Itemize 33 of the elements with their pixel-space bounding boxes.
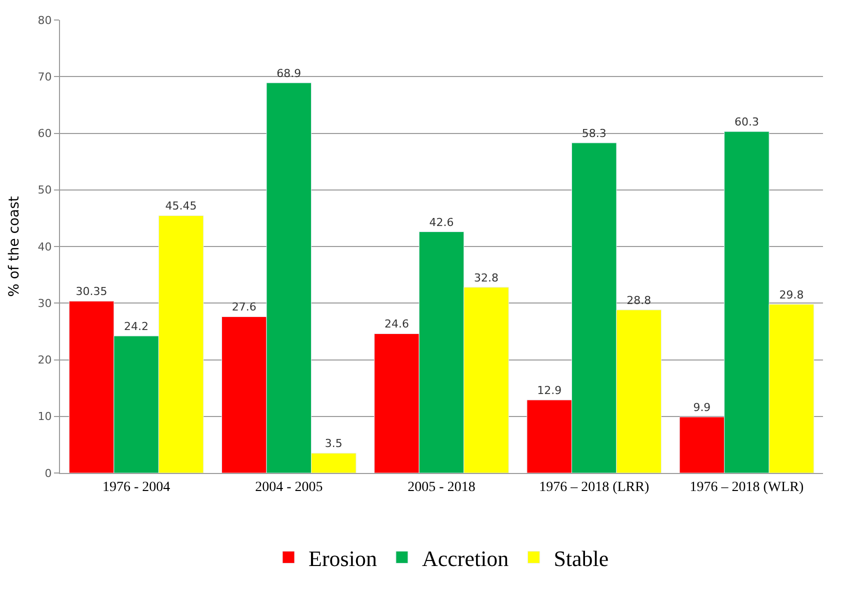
data-label: 30.35 [76, 285, 108, 298]
data-label: 27.6 [232, 300, 256, 314]
data-label: 12.9 [537, 384, 562, 397]
data-label: 24.2 [124, 320, 149, 333]
data-label: 58.3 [582, 126, 606, 140]
y-tick-label: 50 [38, 184, 52, 197]
x-tick-label: 2004 - 2005 [255, 480, 323, 495]
x-tick-label: 1976 – 2018 (LRR) [539, 480, 650, 495]
y-tick-label: 60 [38, 127, 52, 140]
data-label: 45.45 [165, 200, 197, 213]
legend-label: Erosion [308, 546, 377, 571]
legend-label: Accretion [422, 546, 509, 571]
y-tick-label: 10 [38, 410, 52, 424]
data-label: 3.5 [324, 437, 342, 450]
x-tick-label: 2005 - 2018 [408, 480, 476, 495]
data-label: 32.8 [474, 271, 499, 284]
data-label: 42.6 [429, 216, 454, 229]
y-tick-label: 40 [38, 240, 52, 254]
x-tick-label: 1976 - 2004 [102, 480, 170, 495]
y-tick-label: 70 [38, 70, 52, 84]
y-tick-label: 20 [38, 354, 52, 367]
y-axis-title: % of the coast [6, 196, 22, 297]
x-tick-label: 1976 – 2018 (WLR) [690, 480, 804, 495]
data-label: 68.9 [276, 66, 302, 80]
data-label: 9.9 [693, 400, 711, 414]
y-tick-label: 80 [38, 14, 52, 27]
data-label: 24.6 [384, 318, 409, 331]
y-tick-label: 0 [44, 466, 52, 480]
data-label: 60.3 [734, 116, 759, 129]
y-tick-label: 30 [38, 296, 52, 310]
data-label: 29.8 [779, 288, 804, 302]
legend-label: Stable [554, 546, 609, 571]
data-label: 28.8 [626, 294, 652, 307]
